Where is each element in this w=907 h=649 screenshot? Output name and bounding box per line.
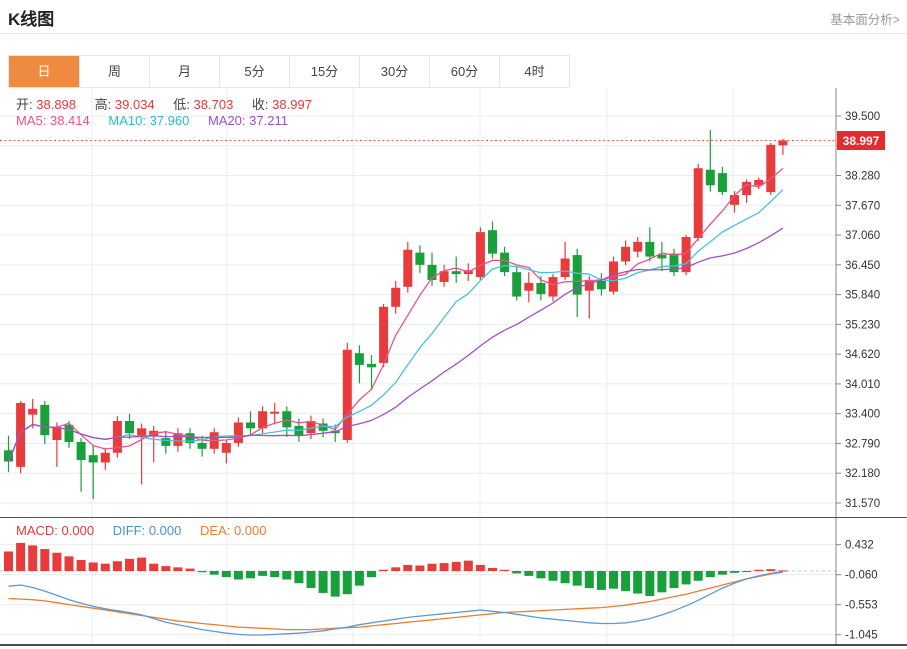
tab-5min[interactable]: 5分 — [219, 56, 289, 87]
svg-text:-1.045: -1.045 — [845, 630, 878, 642]
svg-text:35.840: 35.840 — [845, 290, 880, 302]
tab-day[interactable]: 日 — [9, 56, 79, 87]
diff-label: DIFF: — [112, 523, 146, 538]
diff-value: 0.000 — [148, 523, 182, 538]
svg-text:32.790: 32.790 — [845, 438, 880, 450]
tab-4hour[interactable]: 4时 — [499, 56, 569, 87]
header-divider — [0, 33, 907, 34]
svg-text:35.230: 35.230 — [845, 319, 880, 331]
svg-text:0.432: 0.432 — [845, 540, 874, 552]
ma20-label: MA20: — [207, 113, 246, 128]
page-title: K线图 — [8, 10, 55, 29]
svg-text:37.670: 37.670 — [845, 200, 880, 212]
svg-text:34.010: 34.010 — [845, 379, 880, 391]
svg-text:36.450: 36.450 — [845, 260, 880, 272]
svg-text:38.280: 38.280 — [845, 171, 880, 183]
ma20-value: 37.211 — [249, 113, 288, 128]
low-label: 低: — [173, 97, 190, 112]
tab-15min[interactable]: 15分 — [289, 56, 359, 87]
ma5-value: 38.414 — [49, 113, 90, 128]
ohlc-readout: 开: 38.898 高: 39.034 低: 38.703 收: 38.997 — [16, 94, 327, 113]
dea-label: DEA: — [199, 523, 231, 538]
fundamental-analysis-link[interactable]: 基本面分析> — [830, 13, 900, 27]
macd-chart[interactable]: 0.432 -0.060 -0.553 -1.045 — [0, 517, 907, 649]
ma-readout: MA5: 38.414 MA10: 37.960 MA20: 37.211 — [16, 113, 303, 128]
close-label: 收: — [251, 97, 269, 112]
close-value: 38.997 — [272, 97, 312, 112]
tab-month[interactable]: 月 — [149, 56, 219, 87]
tab-30min[interactable]: 30分 — [359, 56, 429, 87]
svg-text:-0.060: -0.060 — [845, 570, 878, 582]
high-label: 高: — [94, 97, 112, 112]
ma5-label: MA5: — [16, 113, 47, 128]
macd-value: 0.000 — [61, 523, 95, 538]
price-chart[interactable]: 39.50038.89038.28037.67037.06036.45035.8… — [0, 88, 907, 517]
ma10-label: MA10: — [108, 113, 146, 128]
open-label: 开: — [16, 97, 33, 112]
macd-readout: MACD: 0.000 DIFF: 0.000 DEA: 0.000 — [16, 523, 282, 538]
svg-text:37.060: 37.060 — [845, 230, 880, 242]
svg-text:-0.553: -0.553 — [845, 600, 878, 612]
tab-60min[interactable]: 60分 — [429, 56, 499, 87]
svg-text:39.500: 39.500 — [845, 111, 880, 123]
svg-text:31.570: 31.570 — [845, 498, 880, 510]
svg-text:32.180: 32.180 — [845, 468, 880, 480]
svg-text:34.620: 34.620 — [845, 349, 880, 361]
current-price-tag: 38.997 — [837, 131, 885, 150]
open-value: 38.898 — [36, 97, 77, 112]
svg-text:33.400: 33.400 — [845, 409, 880, 421]
low-value: 38.703 — [193, 97, 234, 112]
ma10-value: 37.960 — [149, 113, 190, 128]
macd-label: MACD: — [16, 523, 58, 538]
dea-value: 0.000 — [233, 523, 267, 538]
tab-week[interactable]: 周 — [79, 56, 149, 87]
period-tabs: 日 周 月 5分 15分 30分 60分 4时 — [8, 55, 570, 88]
high-value: 39.034 — [114, 97, 155, 112]
